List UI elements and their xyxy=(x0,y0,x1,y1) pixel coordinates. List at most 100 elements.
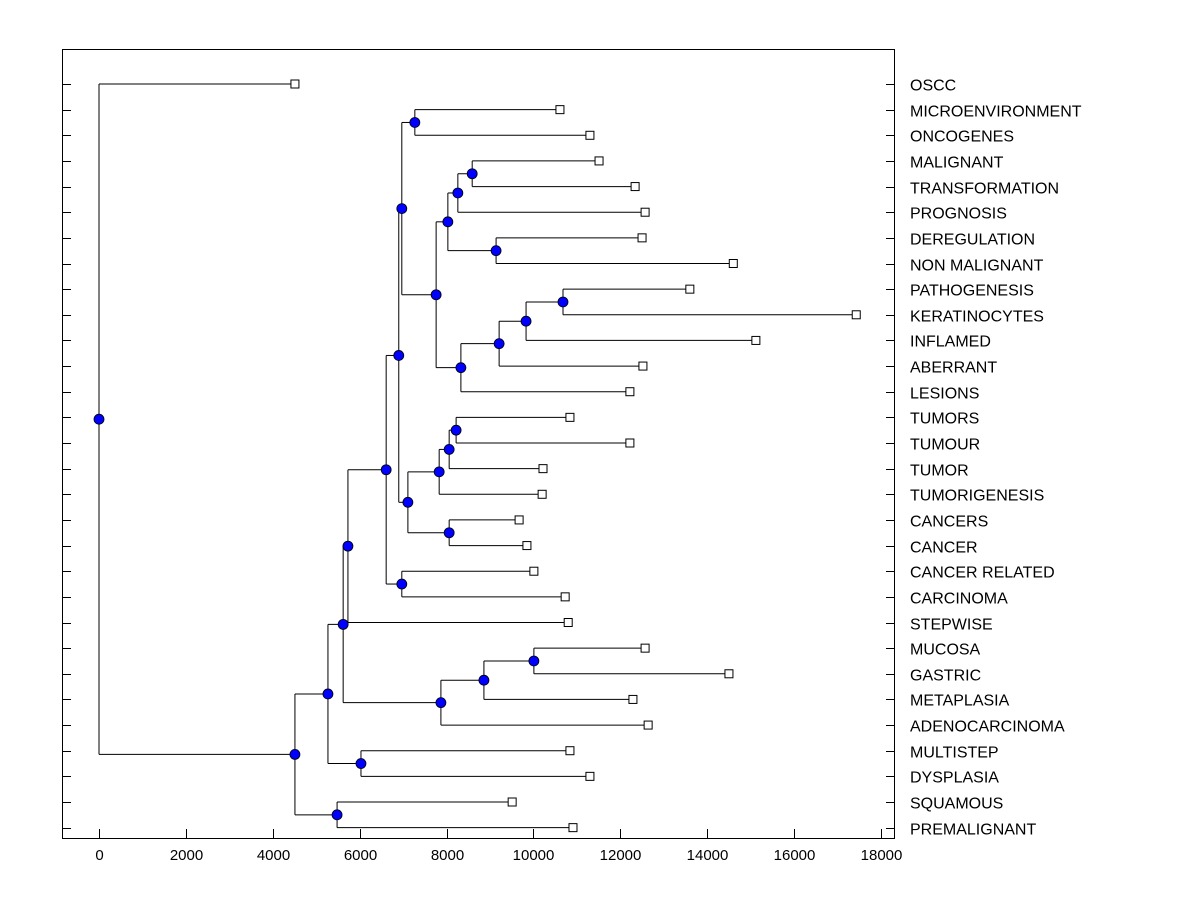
leaf-label: CARCINOMA xyxy=(910,591,1008,608)
leaf-marker xyxy=(628,694,638,704)
leaf-label: CANCER RELATED xyxy=(910,565,1055,582)
leaf-marker xyxy=(685,284,695,294)
cluster-node xyxy=(337,618,349,630)
x-tick-label: 14000 xyxy=(687,847,729,864)
leaf-marker xyxy=(555,105,565,115)
leaf-marker xyxy=(565,746,575,756)
leaf-marker xyxy=(537,489,547,499)
leaf-label: MALIGNANT xyxy=(910,155,1004,172)
leaf-marker xyxy=(851,310,861,320)
cluster-node xyxy=(433,466,445,478)
leaf-label: ADENOCARCINOMA xyxy=(910,719,1065,736)
leaf-marker xyxy=(630,182,640,192)
leaf-label: PREMALIGNANT xyxy=(910,822,1036,839)
dendrogram-links xyxy=(98,83,853,829)
cluster-node xyxy=(409,117,421,128)
cluster-node xyxy=(342,540,354,552)
x-tick-label: 2000 xyxy=(170,847,203,864)
row-ticks xyxy=(62,84,894,829)
leaf-marker xyxy=(563,618,573,627)
cluster-node xyxy=(452,187,464,199)
cluster-node xyxy=(93,413,105,425)
leaf-marker xyxy=(538,464,548,474)
leaf-label: OSCC xyxy=(910,78,956,95)
cluster-node xyxy=(396,203,408,215)
leaf-marker xyxy=(565,412,575,422)
leaf-marker xyxy=(560,592,570,602)
leaf-label: METAPLASIA xyxy=(910,693,1010,710)
cluster-node xyxy=(396,578,408,590)
leaf-label: PROGNOSIS xyxy=(910,206,1007,223)
leaf-label: MULTISTEP xyxy=(910,745,999,762)
cluster-node xyxy=(435,697,447,709)
leaf-marker xyxy=(751,335,761,345)
leaf-marker xyxy=(585,771,595,781)
leaf-label: MUCOSA xyxy=(910,642,981,659)
leaf-marker xyxy=(522,541,532,551)
cluster-node xyxy=(442,216,454,228)
leaf-marker xyxy=(514,515,524,525)
x-tick-label: 16000 xyxy=(774,847,816,864)
x-tick-label: 12000 xyxy=(600,847,642,864)
x-tick-label: 4000 xyxy=(257,847,290,864)
cluster-node xyxy=(443,527,455,539)
leaf-marker xyxy=(529,566,539,576)
leaf-marker xyxy=(637,233,647,243)
leaf-marker xyxy=(625,438,635,448)
x-axis: 0 2000 4000 6000 8000 10000 12000 14000 16000 180… xyxy=(95,829,902,864)
x-tick-label: 0 xyxy=(95,847,103,864)
cluster-node xyxy=(402,496,414,508)
x-tick-label: 18000 xyxy=(861,847,903,864)
leaf-label: NON MALIGNANT xyxy=(910,258,1044,275)
cluster-node xyxy=(528,655,540,667)
cluster-node xyxy=(466,168,478,180)
leaf-marker xyxy=(585,130,595,140)
cluster-node xyxy=(443,444,455,455)
leaf-label: PATHOGENESIS xyxy=(910,283,1034,300)
leaf-marker xyxy=(724,669,734,679)
leaf-marker xyxy=(290,79,300,89)
leaf-label: TUMORIGENESIS xyxy=(910,488,1044,505)
x-tick-label: 10000 xyxy=(513,847,555,864)
leaf-label: LESIONS xyxy=(910,386,979,403)
leaf-label: STEPWISE xyxy=(910,617,993,634)
cluster-node xyxy=(557,296,569,308)
x-tick-label: 6000 xyxy=(344,847,377,864)
cluster-node xyxy=(331,809,343,821)
cluster-node xyxy=(455,362,467,374)
leaf-label: SQUAMOUS xyxy=(910,796,1003,813)
cluster-node xyxy=(355,758,367,769)
leaf-marker xyxy=(728,259,738,268)
leaf-label: TRANSFORMATION xyxy=(910,181,1059,198)
cluster-node xyxy=(430,289,442,301)
leaf-marker xyxy=(640,643,650,653)
leaf-marker xyxy=(638,361,648,371)
leaf-labels: OSCC MICROENVIRONMENT ONCOGENES MALIGNANT TR… xyxy=(910,78,1082,839)
leaf-marker xyxy=(640,207,650,217)
leaf-label: GASTRIC xyxy=(910,668,981,685)
cluster-node xyxy=(322,688,334,700)
cluster-nodes xyxy=(93,117,569,821)
leaf-label: CANCERS xyxy=(910,514,988,531)
leaf-label: ABERRANT xyxy=(910,360,997,377)
cluster-node xyxy=(478,674,490,686)
leaf-label: ONCOGENES xyxy=(910,129,1014,146)
cluster-node xyxy=(289,748,301,760)
leaf-marker xyxy=(507,797,517,807)
cluster-node xyxy=(493,338,505,350)
cluster-node xyxy=(450,424,462,436)
x-tick-label: 8000 xyxy=(431,847,464,864)
leaf-label: DEREGULATION xyxy=(910,232,1035,249)
leaf-label: TUMOUR xyxy=(910,437,980,454)
cluster-node xyxy=(393,350,405,361)
cluster-node xyxy=(520,315,532,327)
leaf-marker xyxy=(594,156,604,166)
leaf-label: CANCER xyxy=(910,540,978,557)
cluster-node xyxy=(490,245,502,257)
cluster-node xyxy=(380,464,392,476)
plot-frame xyxy=(62,49,895,839)
leaf-label: TUMORS xyxy=(910,411,979,428)
leaf-label: INFLAMED xyxy=(910,334,991,351)
leaf-marker xyxy=(568,823,578,833)
